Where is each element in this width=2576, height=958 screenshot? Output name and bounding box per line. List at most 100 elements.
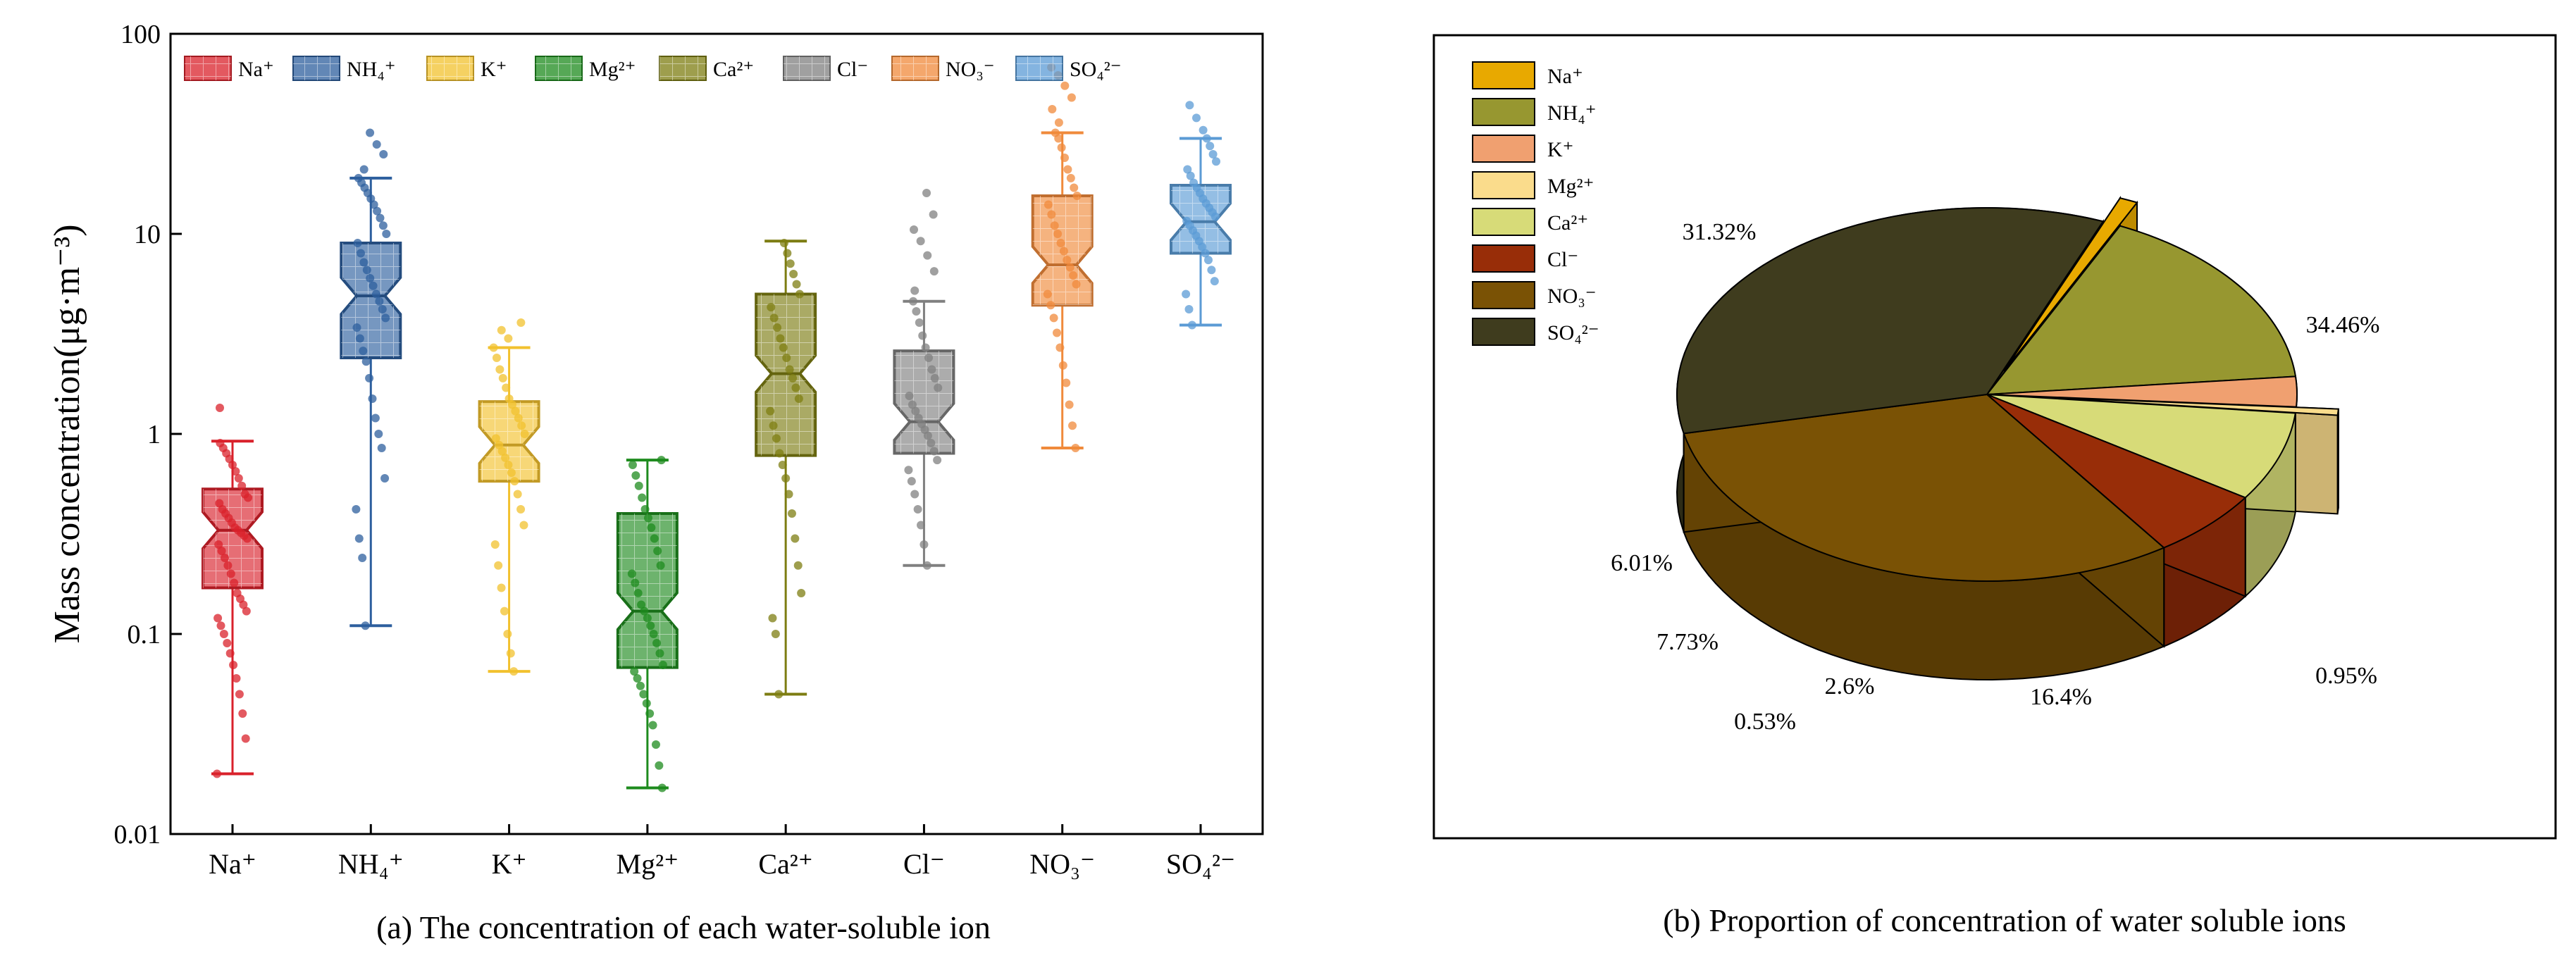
data-point <box>1058 361 1067 370</box>
data-point <box>369 281 378 290</box>
legend-label: Ca²⁺ <box>1547 211 1588 235</box>
outlier-point <box>1048 104 1057 113</box>
data-point <box>215 499 224 508</box>
data-point <box>779 238 788 247</box>
y-axis-label: Mass concentration(μg·m⁻³) <box>47 224 87 643</box>
data-point <box>772 434 781 443</box>
pie-top-5 <box>1986 394 2247 549</box>
data-point <box>219 630 228 638</box>
data-point <box>646 621 655 630</box>
data-point <box>779 343 788 352</box>
data-point <box>354 534 364 543</box>
legend-swatch-hatch <box>660 56 706 80</box>
data-point <box>377 444 386 453</box>
y-tick-label: 10 <box>134 220 161 249</box>
data-point <box>361 621 370 630</box>
outlier-point <box>216 403 224 412</box>
box-hatch <box>479 402 539 482</box>
pie-top-1 <box>1985 225 2297 396</box>
legend-label: NH₄⁺ <box>347 58 396 81</box>
data-point <box>782 354 791 363</box>
data-point <box>627 569 636 578</box>
data-point <box>633 589 643 598</box>
data-point <box>376 213 385 223</box>
data-point <box>1056 238 1065 247</box>
legend-swatch-hatch <box>535 56 582 80</box>
data-point <box>774 690 784 699</box>
outlier-point <box>910 286 919 295</box>
data-point <box>642 699 651 708</box>
data-point <box>650 534 659 543</box>
data-point <box>1051 128 1060 137</box>
outlier-point <box>910 225 919 234</box>
data-point <box>767 303 776 312</box>
data-point <box>492 354 501 363</box>
data-point <box>381 313 390 323</box>
data-point <box>213 614 223 623</box>
data-point <box>489 343 498 352</box>
data-point <box>513 490 522 499</box>
box-plot-frame <box>169 32 1264 835</box>
data-point <box>791 383 800 392</box>
pie-top-4 <box>1986 394 2296 499</box>
data-point <box>927 438 936 447</box>
box-plot-caption: (a) The concentration of each water-solu… <box>376 909 991 945</box>
legend-swatch-hatch <box>185 56 231 80</box>
data-point <box>497 583 506 592</box>
data-point <box>1060 154 1070 163</box>
data-point <box>356 249 365 258</box>
legend-label: Cl⁻ <box>837 58 868 81</box>
data-point <box>924 354 934 363</box>
data-point <box>1057 143 1066 152</box>
data-point <box>914 413 923 423</box>
data-point <box>1201 249 1210 258</box>
pie-top-7 <box>1676 207 2105 435</box>
outlier-point <box>379 149 388 158</box>
data-point <box>637 600 646 609</box>
data-point <box>933 456 942 465</box>
data-point <box>643 514 652 523</box>
data-point <box>795 290 804 299</box>
data-point <box>910 490 919 499</box>
data-point <box>1044 200 1053 209</box>
legend-label: SO₄²⁻ <box>1070 58 1122 81</box>
legend-swatch <box>1472 135 1535 163</box>
data-point <box>794 394 803 403</box>
box-group-4 <box>755 238 817 699</box>
data-point <box>658 660 667 669</box>
data-point <box>242 606 251 616</box>
x-tick-label: K⁺ <box>492 848 527 880</box>
data-point <box>216 438 225 447</box>
pie-chart: 0.95% 16.4% 2.6% 0.53% 7.73% 6.01% 31.32% 34.46… <box>1611 195 2379 735</box>
data-point <box>769 313 779 323</box>
x-tick-label: Ca²⁺ <box>758 848 813 880</box>
data-point <box>647 523 656 533</box>
legend-swatch <box>1472 171 1535 199</box>
data-point <box>221 554 229 563</box>
data-point <box>1187 321 1196 330</box>
legend-swatch <box>1472 281 1535 309</box>
data-point <box>506 649 515 658</box>
data-point <box>352 323 361 332</box>
data-point <box>502 383 511 392</box>
data-point <box>788 373 798 382</box>
outlier-point <box>923 251 932 260</box>
data-point <box>655 761 664 770</box>
data-point <box>371 290 380 299</box>
data-point <box>907 477 916 486</box>
data-point <box>905 391 914 400</box>
data-point <box>1206 142 1215 151</box>
data-point <box>1065 263 1075 272</box>
legend-label: Na⁺ <box>1547 65 1583 88</box>
data-point <box>1189 178 1199 187</box>
data-point <box>1070 183 1079 192</box>
data-point <box>638 493 647 502</box>
data-point <box>1212 157 1220 166</box>
pie-panel: 0.95% 16.4% 2.6% 0.53% 7.73% 6.01% 31.32% 34.46… <box>1432 34 2557 938</box>
pie-frame <box>1432 34 2557 840</box>
data-point <box>491 434 500 443</box>
data-point <box>235 690 244 699</box>
data-point <box>1065 400 1074 409</box>
pie-percent-label: 16.4% <box>2030 684 2092 710</box>
outlier-point <box>504 334 513 343</box>
